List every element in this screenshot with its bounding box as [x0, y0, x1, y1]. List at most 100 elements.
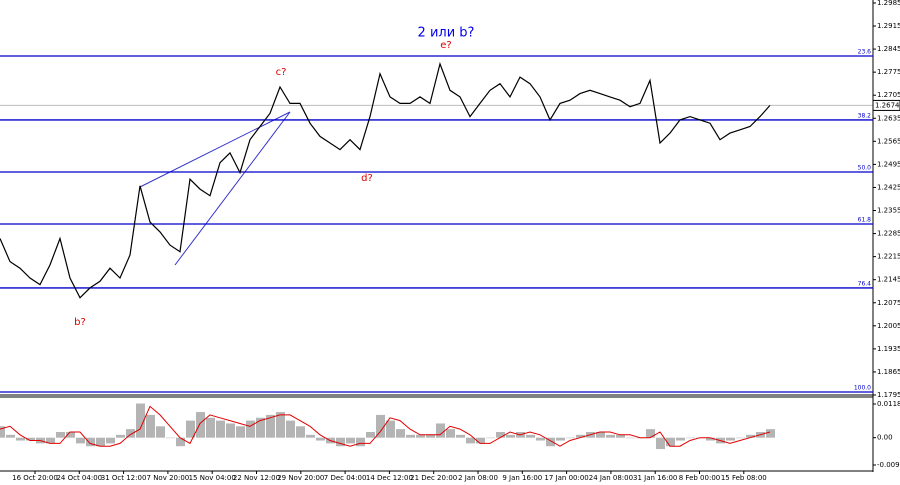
- histogram-bar: [266, 414, 275, 438]
- histogram-bar: [436, 423, 445, 438]
- histogram-bar: [46, 437, 55, 444]
- y-tick-label: 1.1935: [877, 345, 900, 353]
- histogram-bar: [226, 423, 235, 438]
- histogram-bar: [416, 434, 425, 438]
- y-tick-label: 1.2355: [877, 207, 900, 215]
- y-tick-label: 1.2215: [877, 253, 900, 261]
- wave-line: [139, 111, 291, 188]
- signal-line: [0, 405, 771, 447]
- histogram-bar: [0, 426, 5, 438]
- fib-label: 61.8: [858, 217, 872, 224]
- y-tick-label: 1.2075: [877, 299, 900, 307]
- x-tick-label: 21 Dec 20:00: [410, 474, 457, 482]
- x-tick-label: 24 Oct 04:00: [56, 474, 102, 482]
- fib-label: 23.6: [858, 49, 872, 56]
- histogram-bar: [406, 434, 415, 438]
- y-tick-label: 0.00: [877, 434, 893, 442]
- histogram-bar: [626, 437, 635, 439]
- histogram-bar: [466, 437, 475, 444]
- histogram-bar: [146, 414, 155, 438]
- histogram-bar: [236, 426, 245, 438]
- histogram-bar: [306, 434, 315, 438]
- histogram-bar: [136, 403, 145, 438]
- histogram-bar: [386, 420, 395, 438]
- y-tick-label: 1.2845: [877, 45, 900, 53]
- histogram-bar: [606, 434, 615, 438]
- x-tick-label: 8 Feb 00:00: [679, 474, 720, 482]
- histogram-bar: [336, 437, 345, 447]
- x-tick-label: 17 Jan 00:00: [544, 474, 588, 482]
- histogram-bar: [746, 434, 755, 438]
- x-tick-label: 16 Oct 20:00: [12, 474, 58, 482]
- x-tick-label: 14 Dec 12:00: [366, 474, 413, 482]
- histogram-bar: [6, 434, 15, 438]
- histogram-bar: [546, 437, 555, 447]
- histogram-bar: [616, 434, 625, 438]
- histogram-bar: [256, 417, 265, 438]
- histogram-bar: [426, 434, 435, 438]
- histogram-bar: [736, 437, 745, 439]
- x-tick-label: 2 Jan 08:00: [458, 474, 498, 482]
- histogram-bar: [106, 437, 115, 444]
- histogram-bar: [116, 434, 125, 438]
- histogram-bar: [646, 429, 655, 438]
- histogram-bar: [666, 437, 675, 447]
- histogram-bar: [76, 437, 85, 444]
- histogram-bar: [216, 420, 225, 438]
- x-tick-label: 31 Jan 16:00: [633, 474, 677, 482]
- y-tick-label: 1.1795: [877, 391, 900, 399]
- histogram-bar: [156, 426, 165, 438]
- last-price-label: 1.2674: [875, 101, 900, 109]
- x-tick-label: 22 Nov 12:00: [233, 474, 280, 482]
- y-tick-label: 1.2145: [877, 276, 900, 284]
- histogram-bar: [316, 437, 325, 441]
- y-tick-label: 1.2425: [877, 183, 900, 191]
- histogram-bar: [596, 431, 605, 438]
- histogram-bar: [296, 426, 305, 438]
- histogram-bar: [166, 437, 175, 439]
- y-tick-label: 1.1865: [877, 368, 900, 376]
- histogram-bar: [766, 429, 775, 438]
- x-tick-label: 7 Nov 20:00: [147, 474, 190, 482]
- histogram-bar: [456, 434, 465, 438]
- histogram-bar: [66, 431, 75, 438]
- fib-label: 38.2: [858, 112, 872, 119]
- histogram-bar: [446, 429, 455, 438]
- histogram-bar: [176, 437, 185, 447]
- annotation: d?: [361, 173, 373, 184]
- x-tick-label: 15 Nov 04:00: [189, 474, 236, 482]
- histogram-bar: [126, 429, 135, 438]
- histogram-bar: [56, 431, 65, 438]
- annotation: b?: [74, 317, 86, 328]
- histogram-bar: [506, 434, 515, 438]
- annotation: 2 или b?: [418, 26, 475, 41]
- histogram-bar: [356, 437, 365, 447]
- wave-line: [174, 111, 291, 266]
- histogram-bar: [206, 417, 215, 438]
- y-tick-label: 1.2705: [877, 91, 900, 99]
- histogram-bar: [86, 437, 95, 447]
- histogram-bar: [576, 434, 585, 438]
- histogram-bar: [556, 437, 565, 441]
- annotation: c?: [276, 67, 287, 78]
- histogram-bar: [186, 420, 195, 438]
- x-tick-label: 24 Jan 08:00: [589, 474, 633, 482]
- histogram-bar: [346, 437, 355, 444]
- histogram-bar: [566, 437, 575, 439]
- fib-label: 50.0: [858, 164, 872, 171]
- histogram-bar: [276, 412, 285, 438]
- histogram-bar: [536, 437, 545, 441]
- x-tick-label: 15 Feb 08:00: [721, 474, 767, 482]
- histogram-bar: [676, 437, 685, 441]
- histogram-bar: [246, 420, 255, 438]
- histogram-bar: [656, 437, 665, 450]
- y-tick-label: 1.2985: [877, 0, 900, 7]
- histogram-bar: [706, 437, 715, 441]
- histogram-bar: [366, 431, 375, 438]
- y-tick-label: 1.2915: [877, 22, 900, 30]
- y-tick-label: 1.2635: [877, 114, 900, 122]
- x-tick-label: 7 Dec 04:00: [324, 474, 367, 482]
- fib-label: 76.4: [858, 280, 872, 287]
